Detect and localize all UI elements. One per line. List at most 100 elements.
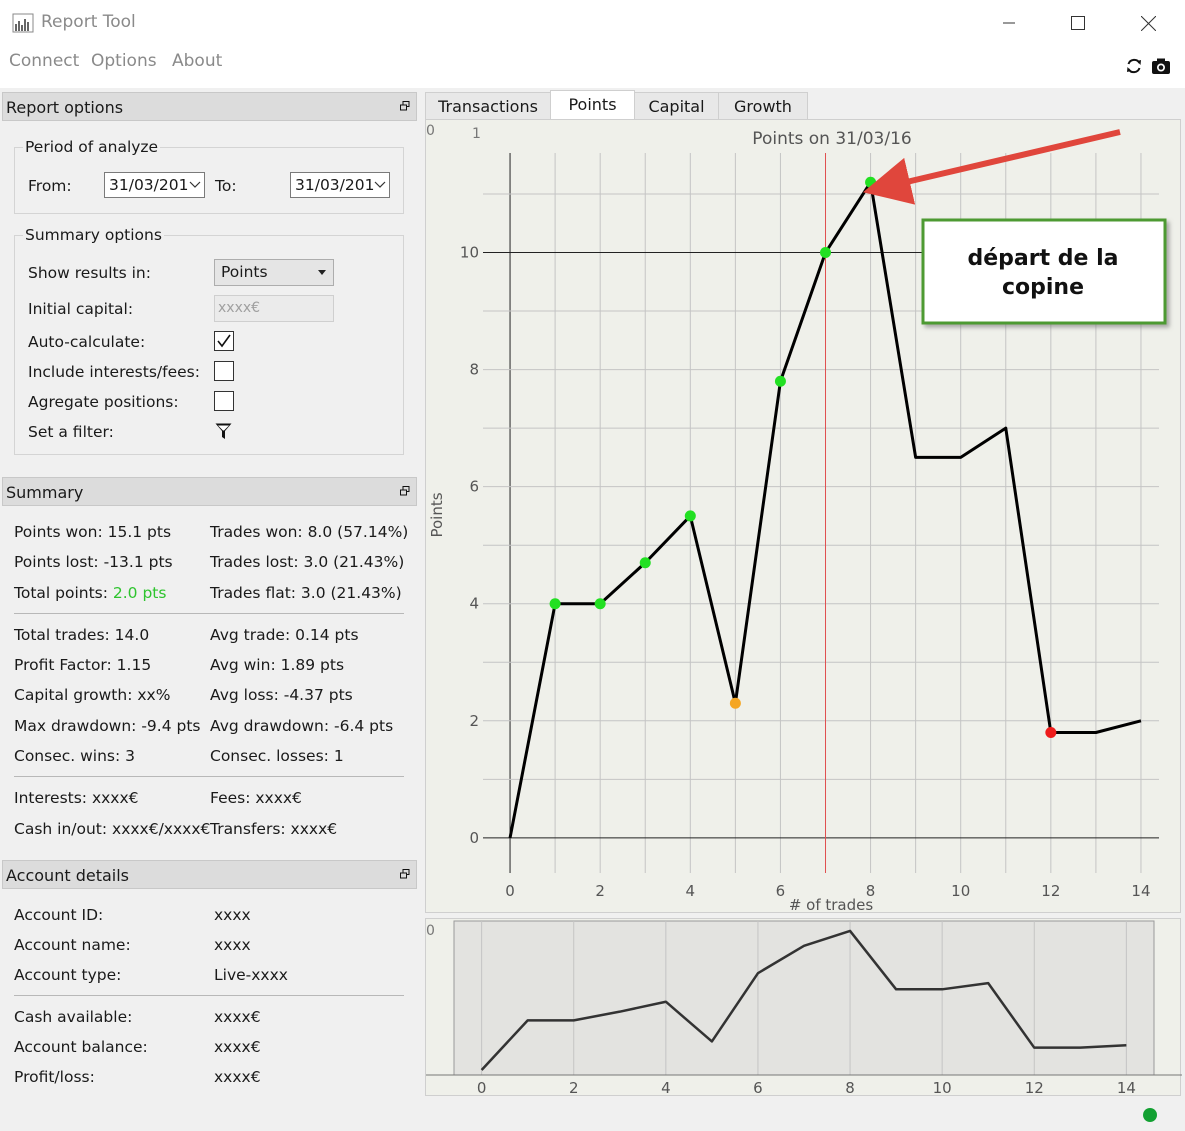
account-type-label: Account type: — [14, 966, 122, 984]
camera-icon[interactable] — [1151, 56, 1171, 76]
tab-points[interactable]: Points — [550, 90, 635, 121]
tab-capital[interactable]: Capital — [634, 92, 719, 121]
data-point-marker — [639, 557, 651, 569]
account-balance-value: xxxx€ — [214, 1038, 261, 1056]
data-point-marker — [1045, 727, 1057, 739]
menu-options[interactable]: Options — [91, 51, 157, 71]
fees: Fees: xxxx€ — [210, 789, 302, 807]
maximize-button[interactable] — [1055, 8, 1101, 38]
avg-loss: Avg loss: -4.37 pts — [210, 686, 353, 704]
y-tick-label: 10 — [460, 244, 479, 262]
account-details-title: Account details — [6, 866, 129, 885]
data-point-marker — [729, 697, 741, 709]
total-points-label: Total points: — [14, 584, 113, 602]
minimize-button[interactable] — [986, 8, 1032, 38]
minimize-icon — [1003, 22, 1015, 24]
refresh-icon[interactable] — [1124, 56, 1144, 76]
show-results-label: Show results in: — [28, 264, 151, 282]
trades-won: Trades won: 8.0 (57.14%) — [210, 523, 409, 541]
x-tick-label: 4 — [686, 882, 696, 900]
float-icon[interactable] — [400, 486, 410, 496]
checkmark-icon — [217, 334, 231, 348]
summary-options-title: Summary options — [23, 226, 164, 244]
filter-label: Set a filter: — [28, 423, 114, 441]
mini-corner-label-0: 0 — [426, 923, 435, 939]
to-label: To: — [215, 177, 237, 195]
consec-wins: Consec. wins: 3 — [14, 747, 136, 765]
to-date-field[interactable]: 31/03/201 — [290, 172, 390, 198]
total-points: Total points: 2.0 pts — [14, 584, 166, 602]
consec-losses: Consec. losses: 1 — [210, 747, 344, 765]
mini-x-tick-label: 10 — [933, 1079, 952, 1097]
tab-growth[interactable]: Growth — [718, 92, 808, 121]
data-point-marker — [594, 598, 606, 610]
menu-connect[interactable]: Connect — [9, 51, 80, 71]
period-title: Period of analyze — [23, 138, 161, 156]
account-name-label: Account name: — [14, 936, 131, 954]
chart-title: Points on 31/03/16 — [752, 129, 911, 149]
initial-capital-input[interactable]: xxxx€ — [214, 295, 334, 322]
summary-options-groupbox: Summary options — [14, 226, 404, 455]
from-label: From: — [28, 177, 72, 195]
report-options-title: Report options — [6, 98, 124, 117]
divider — [14, 776, 404, 777]
y-axis-label: Points — [428, 492, 446, 537]
x-tick-label: 6 — [776, 882, 786, 900]
close-icon — [1140, 15, 1156, 31]
include-fees-label: Include interests/fees: — [28, 363, 200, 381]
profit-factor: Profit Factor: 1.15 — [14, 656, 152, 674]
points-chart[interactable]: 0 1 Points on 31/03/16 # of trades Point… — [426, 120, 1182, 914]
filter-icon[interactable] — [215, 423, 232, 440]
x-tick-label: 12 — [1041, 882, 1060, 900]
x-tick-label: 14 — [1131, 882, 1150, 900]
overview-series-line — [480, 929, 1127, 1071]
include-fees-checkbox[interactable] — [214, 361, 234, 381]
y-tick-label: 0 — [469, 829, 479, 847]
avg-drawdown: Avg drawdown: -6.4 pts — [210, 717, 394, 735]
profit-loss-value: xxxx€ — [214, 1068, 261, 1086]
chart-app-icon — [12, 13, 34, 33]
capital-growth: Capital growth: xx% — [14, 686, 171, 704]
from-date-field[interactable]: 31/03/201 — [104, 172, 205, 198]
points-chart-frame: 0 1 Points on 31/03/16 # of trades Point… — [425, 119, 1182, 914]
maximize-icon — [1071, 16, 1085, 30]
period-groupbox: Period of analyze — [14, 138, 404, 214]
aggregate-checkbox[interactable] — [214, 391, 234, 411]
show-results-select[interactable]: Points — [214, 259, 334, 286]
float-icon[interactable] — [400, 101, 410, 111]
mini-x-tick-label: 0 — [477, 1079, 487, 1097]
total-points-value: 2.0 pts — [112, 584, 167, 602]
max-drawdown: Max drawdown: -9.4 pts — [14, 717, 201, 735]
annotation-box — [921, 218, 1167, 325]
data-point-marker — [820, 247, 832, 259]
y-tick-label: 6 — [469, 478, 479, 496]
report-options-header: Report options — [2, 92, 417, 121]
points-won: Points won: 15.1 pts — [14, 523, 172, 541]
annotation-line-1: départ de la — [967, 246, 1118, 271]
x-axis-label: # of trades — [789, 896, 874, 914]
overview-selection-region — [453, 920, 1155, 1076]
mini-x-tick-label: 12 — [1025, 1079, 1044, 1097]
account-balance-label: Account balance: — [14, 1038, 148, 1056]
float-icon[interactable] — [400, 869, 410, 879]
auto-calculate-checkbox[interactable] — [214, 331, 234, 351]
tab-transactions[interactable]: Transactions — [425, 92, 551, 121]
avg-win: Avg win: 1.89 pts — [210, 656, 345, 674]
chevron-down-icon — [374, 181, 386, 188]
menu-about[interactable]: About — [172, 51, 223, 71]
transfers: Transfers: xxxx€ — [210, 820, 338, 838]
cash-available-value: xxxx€ — [214, 1008, 261, 1026]
title-bar: Report Tool — [0, 0, 1185, 46]
mini-x-tick-label: 2 — [569, 1079, 579, 1097]
dropdown-arrow-icon — [318, 270, 326, 275]
x-tick-label: 10 — [951, 882, 970, 900]
interests: Interests: xxxx€ — [14, 789, 139, 807]
account-id-label: Account ID: — [14, 906, 104, 924]
mini-x-tick-label: 4 — [661, 1079, 671, 1097]
annotation-arrow — [862, 129, 1121, 205]
close-button[interactable] — [1125, 8, 1171, 38]
initial-capital-label: Initial capital: — [28, 300, 134, 318]
chevron-down-icon — [189, 181, 201, 188]
x-tick-label: 8 — [866, 882, 876, 900]
